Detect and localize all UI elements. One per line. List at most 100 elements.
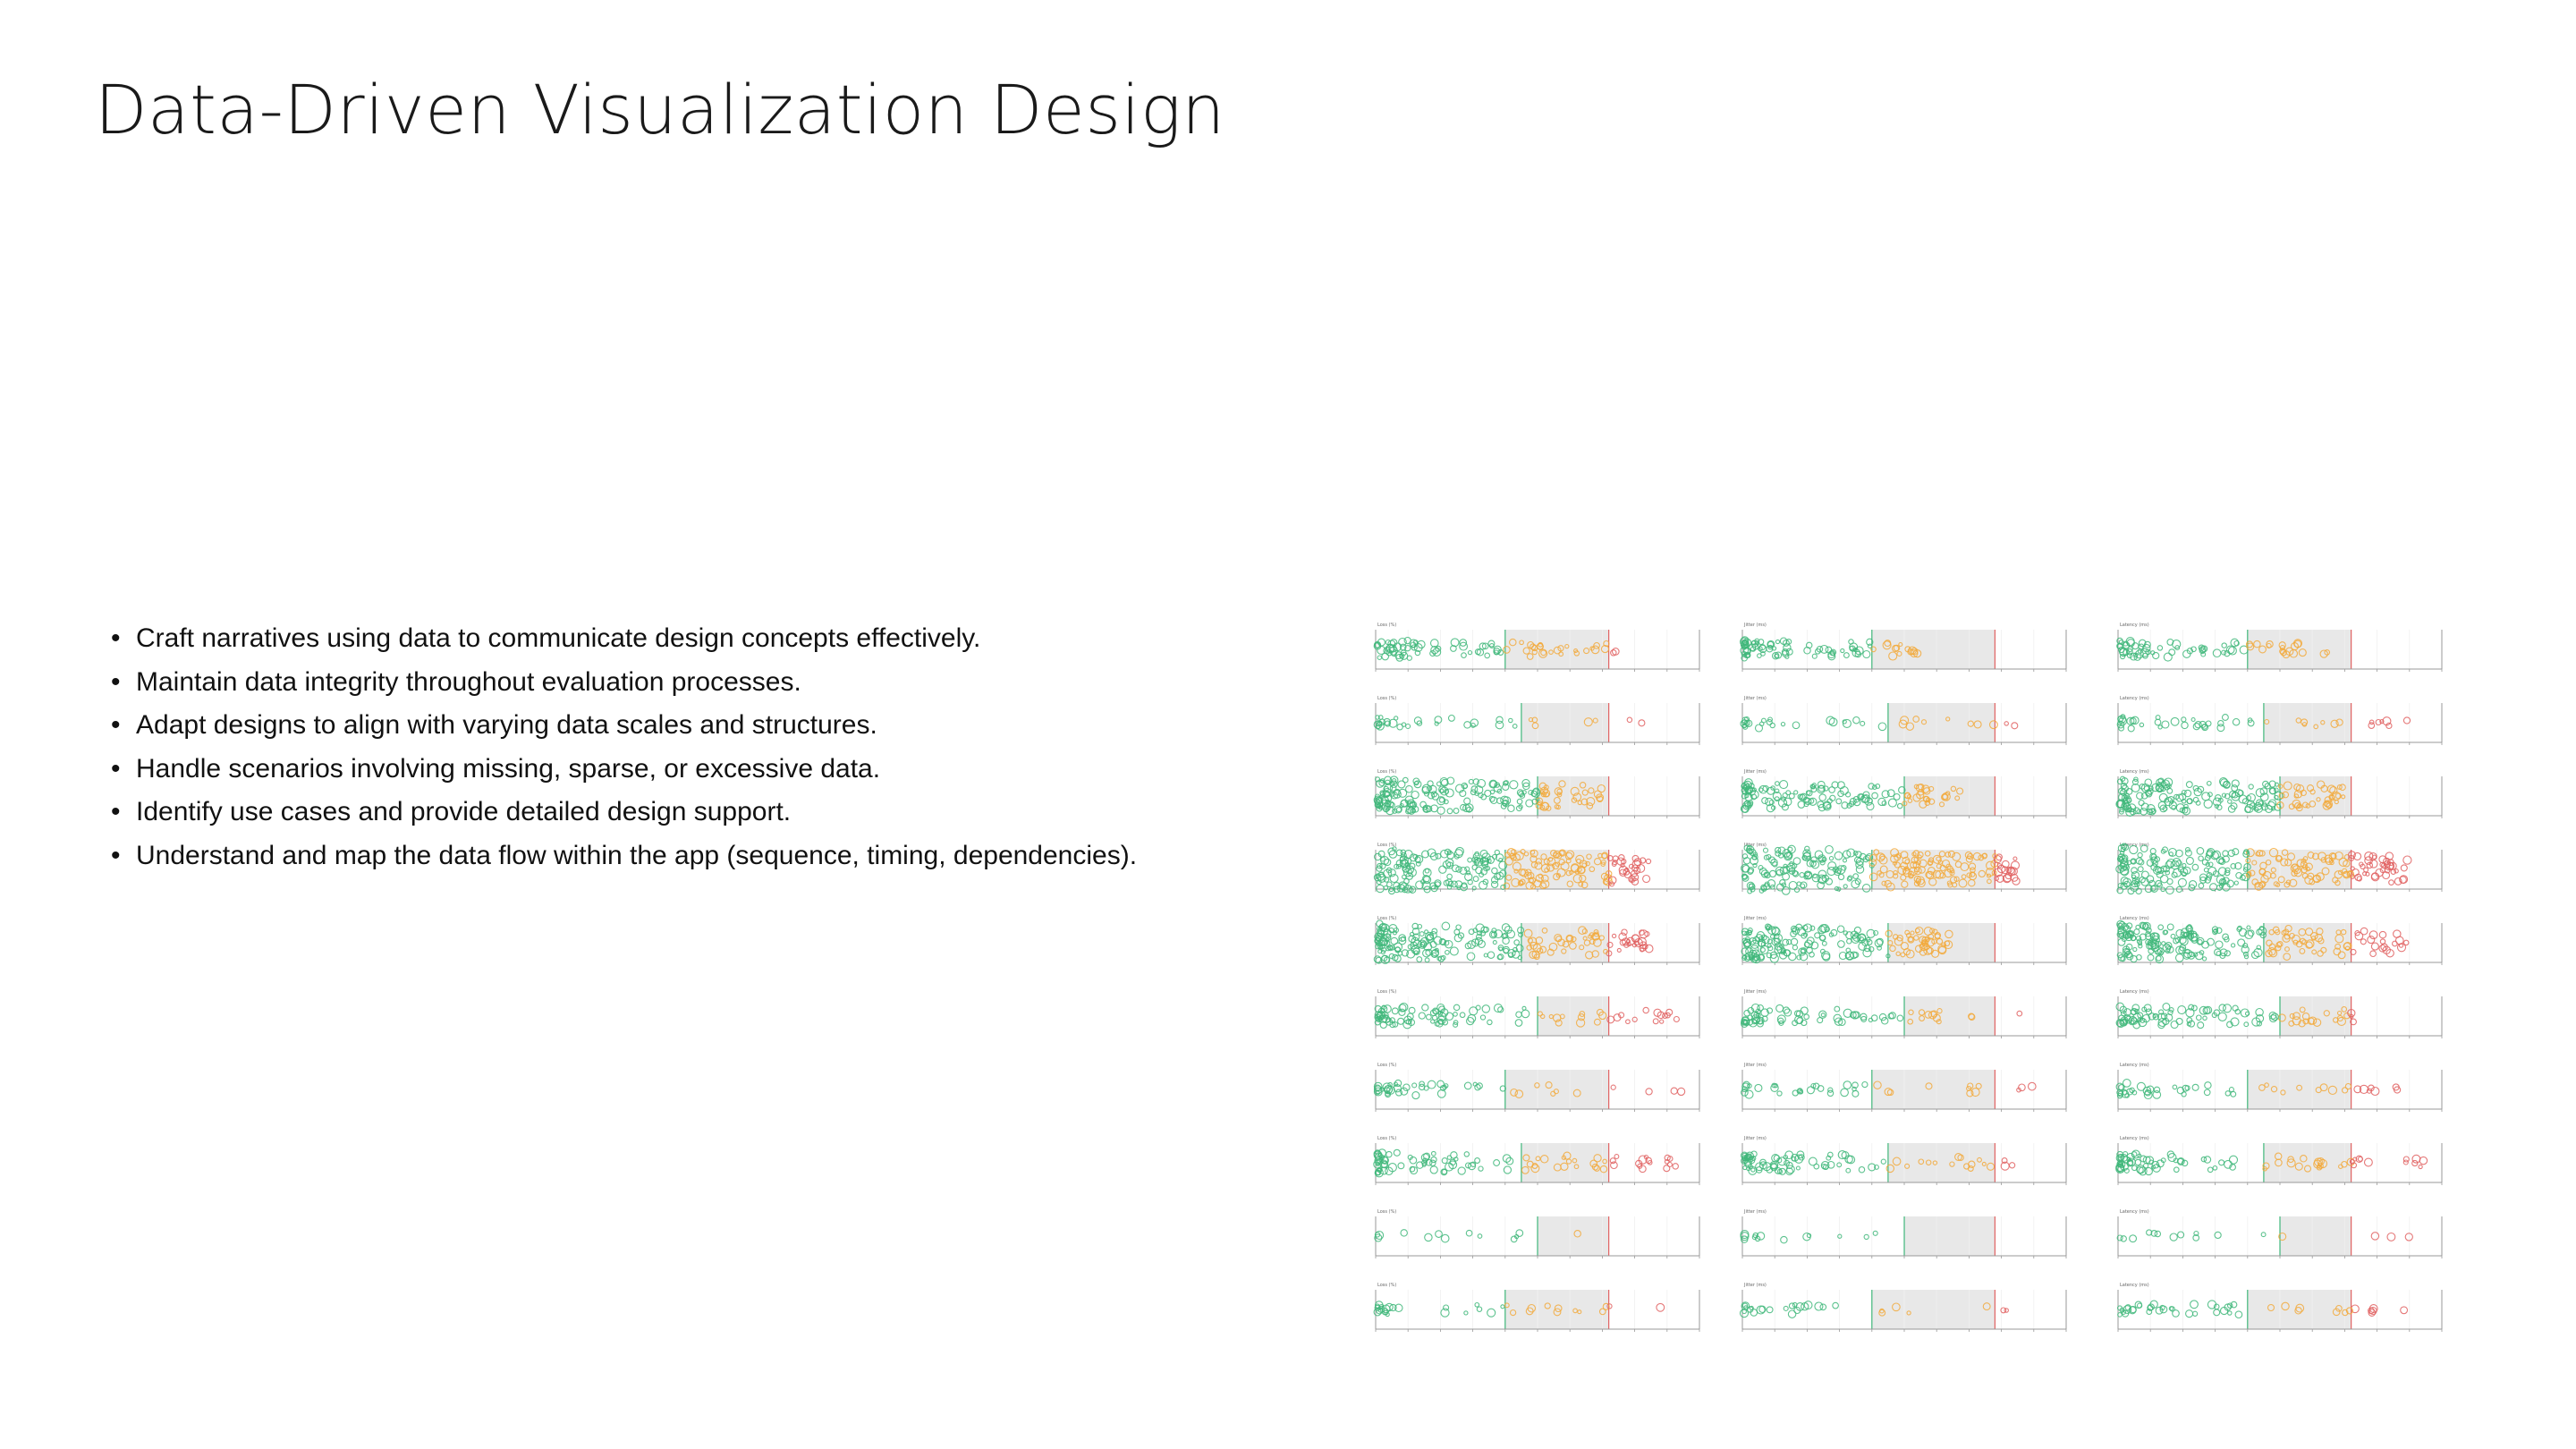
data-point xyxy=(2313,1159,2323,1169)
data-point xyxy=(1577,800,1583,806)
data-point xyxy=(1817,881,1825,890)
data-point xyxy=(1570,786,1580,796)
data-point xyxy=(1758,784,1768,794)
data-point xyxy=(1804,870,1811,877)
data-point xyxy=(1849,797,1857,805)
data-point xyxy=(1521,790,1527,795)
data-point xyxy=(1819,948,1826,954)
data-point xyxy=(1395,807,1402,813)
data-point xyxy=(1472,876,1479,883)
data-point xyxy=(2173,1157,2179,1164)
data-point xyxy=(1854,650,1862,658)
data-point xyxy=(2275,1158,2283,1167)
data-point xyxy=(2267,1303,2275,1312)
data-point xyxy=(2199,647,2206,655)
data-point xyxy=(1861,938,1869,946)
data-point xyxy=(2339,784,2346,792)
data-point xyxy=(1915,876,1925,886)
data-point xyxy=(1872,1230,1878,1236)
data-point xyxy=(1765,797,1774,807)
data-point xyxy=(1430,1156,1437,1164)
data-point xyxy=(1788,880,1798,890)
data-point xyxy=(1583,717,1593,727)
data-point xyxy=(2232,848,2240,856)
data-point xyxy=(2293,793,2300,799)
data-point xyxy=(1470,718,1479,727)
data-point xyxy=(2237,789,2244,797)
data-point xyxy=(1841,1151,1850,1159)
data-point xyxy=(2135,935,2142,942)
data-point xyxy=(2116,1089,2123,1097)
data-point xyxy=(1586,797,1596,807)
data-point xyxy=(1398,637,1407,647)
data-point xyxy=(1385,1018,1394,1026)
data-point xyxy=(2292,1016,2301,1026)
data-point xyxy=(2251,860,2258,866)
mini-chart: Latency (ms) xyxy=(2115,1136,2443,1185)
data-point xyxy=(2181,789,2187,795)
data-point xyxy=(1818,1010,1827,1019)
data-point xyxy=(2318,1158,2328,1169)
data-point xyxy=(1416,720,1423,726)
data-point xyxy=(2184,847,2190,852)
data-point xyxy=(2393,1086,2402,1094)
data-point xyxy=(1988,720,1998,730)
data-point xyxy=(2385,861,2394,871)
data-point xyxy=(1878,855,1888,865)
data-point xyxy=(1407,944,1413,950)
data-point xyxy=(2227,1310,2233,1316)
data-point xyxy=(1517,879,1524,886)
data-point xyxy=(1433,936,1443,945)
data-point xyxy=(1672,1163,1679,1170)
data-point xyxy=(1531,950,1540,959)
data-point xyxy=(1892,1157,1902,1166)
data-point xyxy=(1792,721,1801,730)
data-point xyxy=(1497,953,1504,961)
data-point xyxy=(2289,878,2298,887)
data-point xyxy=(2155,715,2161,721)
data-point xyxy=(2237,938,2246,947)
data-point xyxy=(1908,867,1918,877)
data-point xyxy=(1453,934,1462,943)
data-point xyxy=(2325,800,2334,809)
data-point xyxy=(1928,857,1935,863)
data-point xyxy=(1766,1306,1774,1314)
data-point xyxy=(1419,941,1426,948)
data-point xyxy=(2011,722,2019,730)
data-point xyxy=(1504,1302,1510,1309)
data-point xyxy=(1788,792,1795,800)
data-point xyxy=(1384,720,1391,727)
data-point xyxy=(1900,851,1909,860)
data-point xyxy=(1774,796,1780,802)
data-point xyxy=(1387,847,1396,856)
data-point xyxy=(1475,923,1485,933)
data-point xyxy=(2334,879,2341,886)
data-point xyxy=(1501,923,1511,932)
data-point xyxy=(1512,861,1521,871)
data-point xyxy=(1878,1309,1886,1317)
data-point xyxy=(2139,921,2147,929)
data-point xyxy=(2319,649,2328,658)
data-point xyxy=(2150,1165,2157,1170)
data-point xyxy=(1873,1080,1882,1089)
data-point xyxy=(2411,1159,2419,1167)
data-point xyxy=(1539,801,1549,811)
data-point xyxy=(1811,874,1820,883)
data-point xyxy=(1806,1233,1812,1239)
data-point xyxy=(2146,804,2156,814)
data-point xyxy=(2212,1165,2218,1171)
data-point xyxy=(1497,1006,1504,1013)
data-point xyxy=(1374,936,1381,944)
data-point xyxy=(1961,874,1967,879)
data-point xyxy=(1831,781,1839,789)
data-point xyxy=(1463,1310,1469,1316)
mini-chart-title: Jitter (ms) xyxy=(1743,843,1767,848)
data-point xyxy=(2255,1014,2265,1023)
data-point xyxy=(1978,869,1986,878)
data-point xyxy=(1398,1008,1406,1016)
data-point xyxy=(2341,1006,2348,1013)
data-point xyxy=(1803,1013,1810,1021)
data-point xyxy=(2185,856,2194,865)
data-point xyxy=(2359,861,2364,867)
data-point xyxy=(1747,1083,1752,1089)
